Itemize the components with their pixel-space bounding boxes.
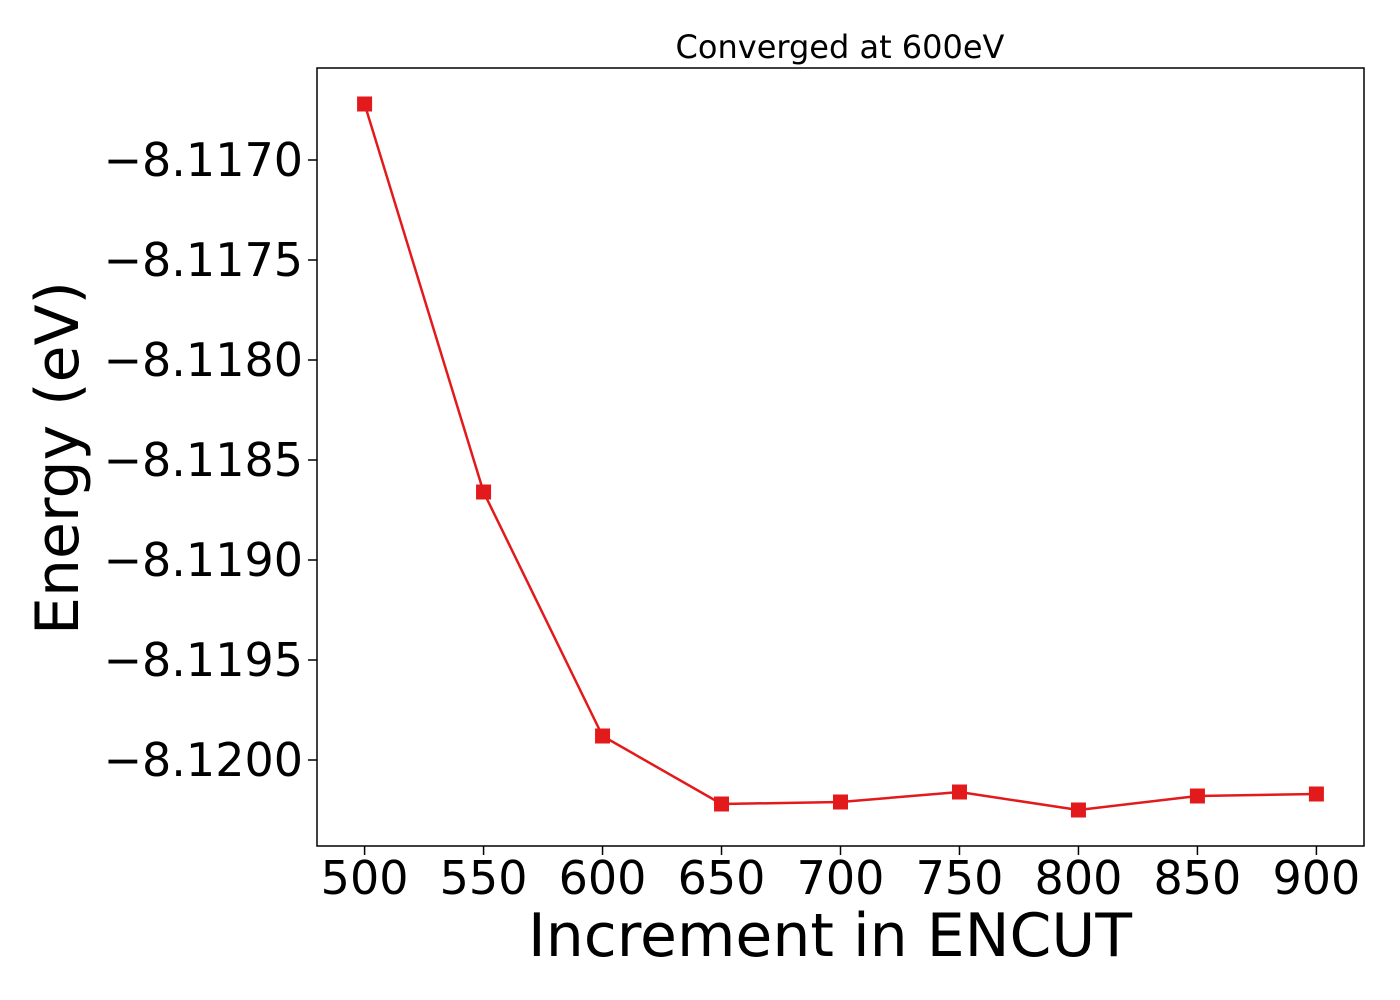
x-axis: 500 550 600 650 700 750 800 850 900 xyxy=(321,846,1361,905)
data-point xyxy=(833,794,848,810)
x-axis-label: Increment in ENCUT xyxy=(528,901,1132,971)
y-tick-label: −8.1185 xyxy=(104,433,304,487)
x-tick-label: 750 xyxy=(916,851,1004,905)
y-tick-label: −8.1175 xyxy=(104,233,304,287)
y-tick-label: −8.1170 xyxy=(104,133,304,187)
plot-frame xyxy=(316,67,1365,847)
data-point xyxy=(714,796,730,812)
series-layer xyxy=(357,96,1324,818)
y-axis-label: Energy (eV) xyxy=(23,281,93,635)
y-tick-label: −8.1200 xyxy=(104,733,304,787)
x-tick-label: 900 xyxy=(1273,851,1361,905)
x-tick-label: 600 xyxy=(559,851,647,905)
y-tick-label: −8.1195 xyxy=(104,633,304,687)
x-tick-label: 700 xyxy=(797,851,885,905)
data-point xyxy=(951,784,967,800)
plot-area xyxy=(317,68,1364,846)
x-tick-label: 800 xyxy=(1035,851,1123,905)
x-tick-label: 500 xyxy=(321,851,409,905)
data-point xyxy=(1308,786,1324,802)
data-point xyxy=(1070,802,1086,818)
x-tick-label: 650 xyxy=(678,851,766,905)
y-axis: −8.1170 −8.1175 −8.1180 −8.1185 −8.1190 −8.11… xyxy=(104,133,317,787)
x-tick-label: 850 xyxy=(1154,851,1242,905)
data-point xyxy=(476,484,492,500)
y-tick-label: −8.1180 xyxy=(104,333,304,387)
chart-title: Converged at 600eV xyxy=(676,28,1005,66)
data-point xyxy=(595,728,611,744)
data-point xyxy=(357,96,373,112)
y-tick-label: −8.1190 xyxy=(104,533,304,587)
x-tick-label: 550 xyxy=(440,851,528,905)
data-point xyxy=(1189,788,1205,804)
